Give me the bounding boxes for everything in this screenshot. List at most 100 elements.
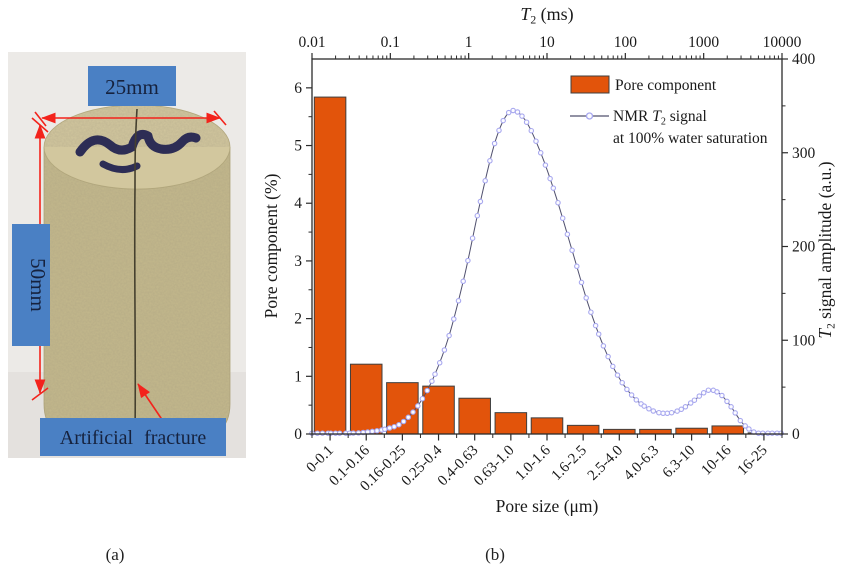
right-tick-label: 200 bbox=[792, 239, 816, 256]
right-tick-label: 400 bbox=[792, 51, 816, 68]
curve-marker bbox=[505, 109, 512, 116]
curve-marker bbox=[687, 400, 694, 406]
curve-marker bbox=[678, 406, 685, 413]
curve-marker bbox=[319, 430, 326, 436]
category-label: 16-25 bbox=[735, 443, 771, 479]
top-tick-label: 1 bbox=[465, 34, 473, 51]
bar bbox=[639, 428, 672, 435]
right-tick-label: 0 bbox=[792, 426, 800, 443]
curve-marker bbox=[537, 150, 544, 156]
curve-marker bbox=[496, 127, 502, 134]
curve-marker bbox=[514, 109, 521, 115]
curve-marker bbox=[477, 198, 484, 205]
left-tick-label: 3 bbox=[294, 253, 302, 270]
curve-marker bbox=[391, 423, 397, 430]
curve-marker bbox=[564, 231, 571, 238]
curve-marker bbox=[737, 417, 744, 424]
curve-marker bbox=[523, 119, 530, 125]
curve-marker bbox=[628, 392, 635, 398]
curve-marker bbox=[410, 409, 416, 415]
curve-marker bbox=[542, 162, 549, 168]
bar bbox=[494, 412, 528, 435]
left-tick-label: 2 bbox=[294, 311, 302, 328]
curve-marker bbox=[641, 403, 647, 409]
diameter-label-box bbox=[88, 66, 176, 106]
curve-marker bbox=[569, 247, 575, 254]
curve-marker bbox=[664, 410, 671, 417]
core-sample-image: 25mm 50mm Artificial fracture bbox=[8, 52, 246, 458]
curve-marker bbox=[742, 423, 748, 429]
curve-marker bbox=[728, 404, 734, 410]
curve-marker bbox=[528, 127, 535, 134]
curve-marker bbox=[469, 235, 476, 241]
curve-marker bbox=[396, 421, 402, 428]
curve-marker bbox=[633, 397, 640, 403]
curve-marker bbox=[624, 386, 630, 393]
plot-frame bbox=[311, 58, 783, 435]
panel-b-chart: 0.01 0.1 1 10 100 1000 10000 0 1 2 3 4 5 6 0 100 200 300 4… bbox=[260, 0, 847, 540]
curve-marker bbox=[487, 158, 493, 164]
curve-marker bbox=[491, 140, 498, 147]
curve-marker bbox=[696, 393, 703, 399]
right-axis-title: T2 signal amplitude (a.u.) bbox=[815, 161, 838, 338]
curve-marker bbox=[583, 295, 589, 301]
caption-a: (a) bbox=[105, 545, 125, 564]
curve-marker bbox=[510, 107, 516, 114]
bar bbox=[422, 385, 455, 435]
curve-marker bbox=[474, 212, 481, 219]
rock-core bbox=[43, 104, 231, 444]
fracture-arrow bbox=[137, 383, 166, 425]
curve-marker bbox=[314, 430, 321, 436]
left-axis-title: Pore component (%) bbox=[261, 173, 281, 318]
curve-marker bbox=[650, 408, 657, 414]
bar bbox=[566, 424, 600, 435]
bar bbox=[458, 397, 491, 435]
curve-marker bbox=[327, 430, 334, 436]
curve-marker bbox=[765, 430, 771, 436]
curve-marker bbox=[646, 406, 652, 412]
curve-marker bbox=[436, 360, 443, 366]
curve-marker bbox=[460, 278, 466, 285]
legend-line-label: NMR T2 signal bbox=[613, 108, 707, 128]
curve-marker bbox=[432, 371, 438, 377]
fracture-line bbox=[133, 108, 138, 439]
bar bbox=[603, 428, 636, 435]
curve-marker bbox=[446, 332, 452, 339]
curve-marker bbox=[619, 379, 625, 386]
nmr-t2-curve bbox=[309, 107, 784, 436]
curve-marker bbox=[755, 430, 762, 436]
nmr-curve-line bbox=[311, 110, 782, 434]
curve-marker bbox=[614, 372, 621, 378]
curve-marker bbox=[400, 418, 407, 425]
curve-marker bbox=[588, 309, 594, 315]
bar bbox=[711, 425, 745, 435]
top-tick-label: 10 bbox=[539, 34, 555, 51]
left-tick-label: 6 bbox=[294, 80, 302, 97]
curve-marker bbox=[610, 363, 616, 370]
curve-marker bbox=[519, 113, 525, 119]
legend-line-label-2: at 100% water saturation bbox=[613, 130, 768, 147]
top-tick-label: 10000 bbox=[763, 34, 802, 51]
curve-marker bbox=[451, 316, 457, 322]
fracture-label: Artificial fracture bbox=[60, 427, 207, 449]
curve-marker bbox=[455, 298, 462, 304]
top-tick-label: 0.01 bbox=[298, 34, 325, 51]
panel-a-photo: 25mm 50mm Artificial fracture bbox=[8, 52, 246, 458]
curve-marker bbox=[374, 428, 380, 434]
curve-marker bbox=[605, 353, 611, 360]
category-label: 4.0-6.3 bbox=[621, 443, 662, 484]
category-label: 1.0-1.6 bbox=[512, 442, 554, 484]
top-tick-label: 100 bbox=[614, 34, 638, 51]
curve-marker bbox=[415, 403, 421, 409]
curve-marker bbox=[550, 185, 557, 191]
category-label: 6.3-10 bbox=[660, 443, 699, 482]
right-tick-label: 100 bbox=[792, 332, 816, 349]
nmr-pore-chart: 0.01 0.1 1 10 100 1000 10000 0 1 2 3 4 5 6 0 100 200 300 4… bbox=[261, 4, 838, 516]
curve-marker bbox=[600, 343, 607, 349]
curve-marker bbox=[691, 397, 698, 403]
curve-marker bbox=[682, 404, 689, 410]
curve-marker bbox=[769, 430, 775, 436]
left-tick-label: 4 bbox=[294, 195, 302, 212]
photo-labels: 25mm 50mm Artificial fracture bbox=[12, 66, 226, 456]
curve-marker bbox=[724, 398, 730, 405]
